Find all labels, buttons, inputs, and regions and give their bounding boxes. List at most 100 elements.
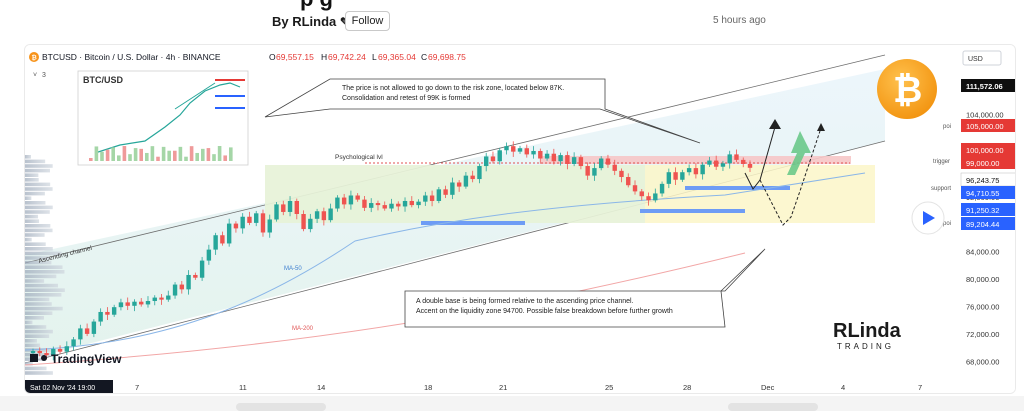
volume-profile-bar [25,270,65,274]
candle-body [396,203,401,207]
candle-body [646,196,651,201]
inset-volume-bar [122,146,127,161]
volume-profile-bar [25,366,47,371]
candle-body [274,204,279,220]
indicator-count[interactable]: 3 [42,72,46,79]
ma-200-label: MA-200 [292,326,314,332]
inset-volume-bar [201,148,205,161]
candle-body [321,211,327,221]
author-label[interactable]: By RLinda [272,14,337,29]
candle-body [423,195,428,202]
candle-body [179,284,185,290]
candle-body [287,200,293,212]
author-name[interactable]: By RLinda ✎ [272,14,350,29]
candle-body [139,301,144,305]
channel-upper-line [25,54,886,264]
inset-volume-bar [133,148,138,161]
candle-body [125,302,130,306]
inset-volume-bar [173,150,177,161]
price-tag-last-text: 111,572.06 [966,82,1003,91]
candle-body [436,189,442,201]
candle-body [375,203,381,206]
candle-body [78,328,83,340]
resistance-zone [541,156,851,164]
inset-blue-level-2 [215,107,245,109]
volume-profile-bar [25,343,41,348]
candle-body [220,235,225,244]
price-tag-105k-text: 105,000.00 [966,122,1004,131]
play-icon[interactable] [923,211,935,225]
candle-body [470,175,475,180]
x-tick-label: 18 [424,383,432,392]
candle-body [294,200,300,214]
green-target-arrow [787,131,811,175]
candle-body [362,199,367,208]
tv-logo-dot [41,355,47,361]
candle-body [477,166,482,180]
collapse-chevron-icon[interactable]: ˅ [33,72,37,79]
ohlc-values: O 69,557.15 H 69,742.24 L 69,365.04 C 69… [269,52,466,62]
follow-button[interactable]: Follow [345,11,390,31]
candle-body [105,311,110,315]
bitcoin-logo-glyph: ₿ [893,69,922,110]
page-bottom-strip [0,396,1024,411]
time-axis[interactable] [25,380,960,394]
candle-body [416,201,421,206]
symbol-label[interactable]: BTCUSD · Bitcoin / U.S. Dollar · 4h · BI… [42,52,221,62]
ohlc-high-label: H [321,52,327,62]
volume-profile-bar [25,187,53,191]
volume-profile-bar [25,297,50,302]
currency-selector[interactable] [962,50,1002,66]
ohlc-open-label: O [269,52,276,62]
liquidity-zone-support [685,186,790,190]
projection-arrow-up-head [769,119,781,129]
x-tick-label: 28 [683,383,691,392]
inset-volume-bar [150,146,155,161]
candle-body [511,146,516,152]
inset-volume-bar [145,152,149,161]
price-tag-last [961,79,1015,92]
volume-profile-bar [25,329,53,334]
candle-body [524,148,529,155]
candle-body [254,213,259,223]
x-tick-label: 21 [499,383,507,392]
bottom-note-line1: A double base is being formed relative t… [416,298,634,305]
candle-body [111,307,117,315]
volume-profile-bar [25,352,53,357]
candle-body [734,154,739,160]
volume-profile-bar [25,283,59,288]
y-tick-label: 68,000.00 [966,357,999,366]
volume-profile-bar [25,196,32,200]
inset-volume-bar [156,156,160,161]
candle-body [409,200,414,206]
volume-profile-bar [25,274,57,279]
y-tick-label: 84,000.00 [966,248,999,257]
inset-title: BTC/USD [83,75,123,85]
date-cursor-text: Sat 02 Nov '24 19:00 [30,385,95,392]
candle-body [619,170,624,178]
volume-profile-bar [25,155,31,159]
x-tick-label: 7 [135,383,139,392]
volume-profile-bar [25,237,32,242]
btc-symbol-glyph: ₿ [32,54,37,62]
ohlc-high: 69,742.24 [328,52,366,62]
volume-profile-bar [25,293,62,297]
candle-body [565,155,570,164]
volume-profile-bar [25,306,63,311]
chart-card[interactable]: The price is not allowed to go down to t… [24,44,1016,394]
candle-body [490,156,496,162]
candle-body [551,153,557,162]
chart-svg[interactable]: The price is not allowed to go down to t… [25,45,1016,394]
candles-group [30,141,753,361]
currency-label[interactable]: USD [968,56,983,63]
candle-body [504,146,509,151]
inset-volume-bar [212,154,216,161]
candle-body [747,163,753,168]
candle-body [57,348,63,352]
bottom-scroll-block-right [728,403,818,411]
candle-body [571,157,577,164]
candle-body [693,168,699,175]
x-tick-label: 7 [918,383,922,392]
y-tick-label: 76,000.00 [966,302,999,311]
projection-path-false-breakdown [759,130,821,226]
